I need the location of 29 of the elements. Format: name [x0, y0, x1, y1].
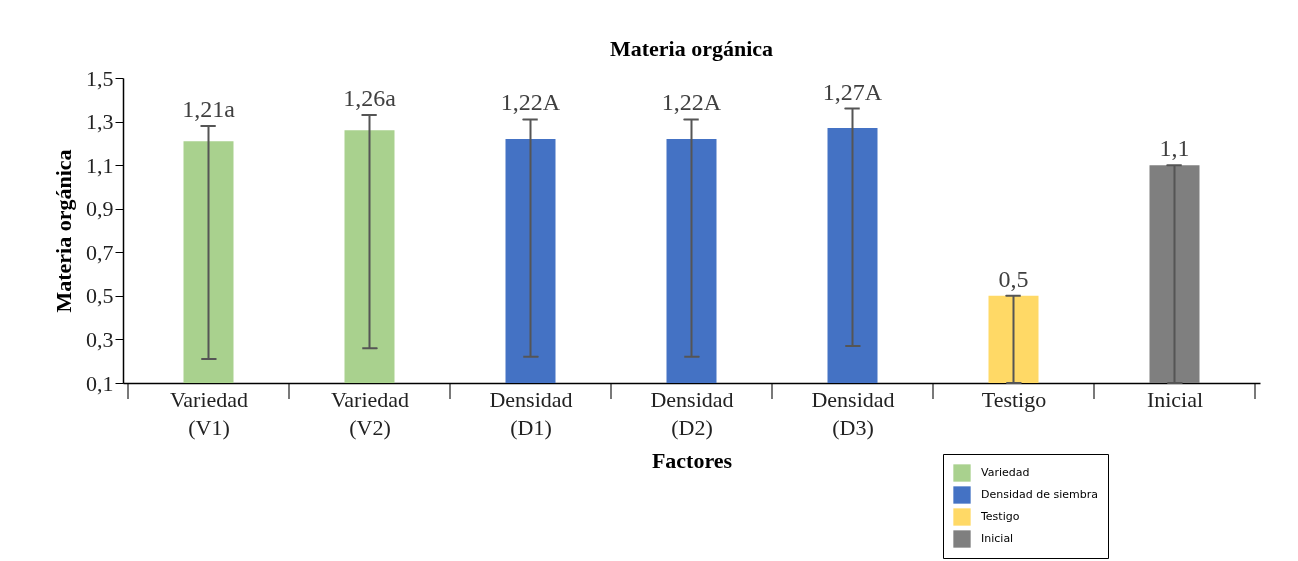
data-label: 1,21a [182, 95, 236, 122]
legend-label: Variedad [981, 466, 1030, 479]
y-tick-label: 0,1 [86, 370, 114, 396]
y-tick-label: 0,7 [86, 239, 114, 265]
x-tick-label: Variedad (V2) [330, 386, 410, 440]
legend-label: Inicial [981, 532, 1014, 545]
x-tick-label: Densidad (D2) [650, 386, 734, 440]
x-axis-title: Factores [651, 447, 733, 473]
y-tick-label: 0,9 [86, 196, 114, 222]
legend-label: Densidad de siembra [981, 488, 1098, 501]
x-tick-label: Testigo [981, 386, 1047, 412]
x-tick-label: Inicial [1146, 386, 1204, 412]
y-tick-label: 0,5 [86, 283, 114, 309]
legend-label: Testigo [980, 510, 1020, 523]
y-tick-label: 1,1 [86, 152, 114, 178]
data-label: 1,26a [343, 85, 397, 112]
x-tick-label: Densidad (D1) [489, 386, 573, 440]
chart-title: Materia orgánica [609, 36, 774, 61]
x-tick-label: Variedad (V1) [169, 386, 249, 440]
data-label: 1,27A [822, 78, 883, 105]
data-label: 1,22A [661, 89, 722, 116]
x-tick-label: Densidad (D3) [811, 386, 895, 440]
data-label: 0,5 [998, 265, 1029, 292]
y-tick-label: 1,3 [86, 109, 114, 135]
y-tick-label: 1,5 [86, 65, 114, 91]
y-tick-label: 0,3 [86, 326, 114, 352]
data-label: 1,1 [1159, 135, 1190, 162]
y-axis-title: Materia orgánica [51, 149, 76, 313]
data-label: 1,22A [500, 89, 561, 116]
